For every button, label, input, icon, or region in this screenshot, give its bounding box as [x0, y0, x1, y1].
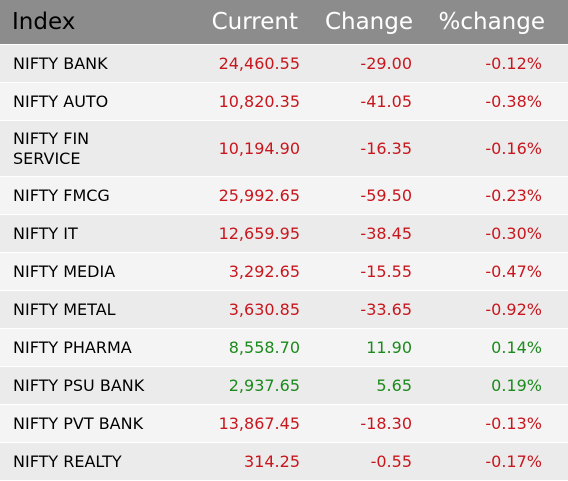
change-value: -38.45 [360, 224, 412, 243]
change-value: -15.55 [360, 262, 412, 281]
index-name: NIFTY AUTO [13, 91, 109, 111]
current-value: 2,937.65 [228, 376, 300, 395]
current-value: 314.25 [244, 452, 300, 471]
index-name: NIFTY METAL [13, 299, 116, 319]
current-value: 3,630.85 [228, 300, 300, 319]
current-value: 25,992.65 [218, 186, 300, 205]
table-row: NIFTY PHARMA 8,558.70 11.90 0.14% [0, 329, 568, 367]
header-change: Change [324, 9, 413, 35]
table-row: NIFTY FMCG 25,992.65 -59.50 -0.23% [0, 177, 568, 215]
pct-change-value: -0.30% [485, 224, 542, 243]
table-row: NIFTY PSU BANK 2,937.65 5.65 0.19% [0, 367, 568, 405]
index-name: NIFTY REALTY [13, 451, 122, 471]
current-value: 13,867.45 [218, 414, 300, 433]
header-pct-change: %change [438, 9, 546, 35]
change-value: -29.00 [360, 54, 412, 73]
table-row: NIFTY PVT BANK 13,867.45 -18.30 -0.13% [0, 405, 568, 443]
table-row: NIFTY MEDIA 3,292.65 -15.55 -0.47% [0, 253, 568, 291]
change-value: -16.35 [360, 139, 412, 158]
index-name: NIFTY FIN SERVICE [13, 128, 90, 168]
current-value: 10,820.35 [218, 92, 300, 111]
current-value: 8,558.70 [228, 338, 300, 357]
change-value: -33.65 [360, 300, 412, 319]
pct-change-value: -0.16% [485, 139, 542, 158]
pct-change-value: -0.12% [485, 54, 542, 73]
table-row: NIFTY IT 12,659.95 -38.45 -0.30% [0, 215, 568, 253]
index-name: NIFTY PSU BANK [13, 375, 145, 395]
pct-change-value: -0.92% [485, 300, 542, 319]
current-value: 3,292.65 [228, 262, 300, 281]
table-row: NIFTY METAL 3,630.85 -33.65 -0.92% [0, 291, 568, 329]
table-body: NIFTY BANK 24,460.55 -29.00 -0.12% NIFTY AUT… [0, 45, 568, 481]
current-value: 12,659.95 [218, 224, 300, 243]
index-name: NIFTY FMCG [13, 185, 110, 205]
change-value: 11.90 [366, 338, 412, 357]
pct-change-value: -0.13% [485, 414, 542, 433]
index-name: NIFTY BANK [13, 53, 108, 73]
pct-change-value: -0.47% [485, 262, 542, 281]
index-name: NIFTY PVT BANK [13, 413, 144, 433]
header-index: Index [12, 9, 76, 35]
index-name: NIFTY MEDIA [13, 261, 116, 281]
pct-change-value: 0.14% [491, 338, 542, 357]
pct-change-value: -0.23% [485, 186, 542, 205]
table-row: NIFTY BANK 24,460.55 -29.00 -0.12% [0, 45, 568, 83]
change-value: -59.50 [360, 186, 412, 205]
pct-change-value: -0.38% [485, 92, 542, 111]
table-header: Index Current Change %change [0, 0, 568, 45]
table-row: NIFTY AUTO 10,820.35 -41.05 -0.38% [0, 83, 568, 121]
index-name: NIFTY PHARMA [13, 337, 132, 357]
index-name: NIFTY IT [13, 223, 78, 243]
header-current: Current [211, 9, 298, 35]
current-value: 24,460.55 [218, 54, 300, 73]
change-value: -41.05 [360, 92, 412, 111]
table-row: NIFTY REALTY 314.25 -0.55 -0.17% [0, 443, 568, 481]
change-value: 5.65 [376, 376, 412, 395]
change-value: -0.55 [370, 452, 412, 471]
change-value: -18.30 [360, 414, 412, 433]
current-value: 10,194.90 [218, 139, 300, 158]
table-row: NIFTY FIN SERVICE 10,194.90 -16.35 -0.16% [0, 121, 568, 177]
pct-change-value: 0.19% [491, 376, 542, 395]
pct-change-value: -0.17% [485, 452, 542, 471]
